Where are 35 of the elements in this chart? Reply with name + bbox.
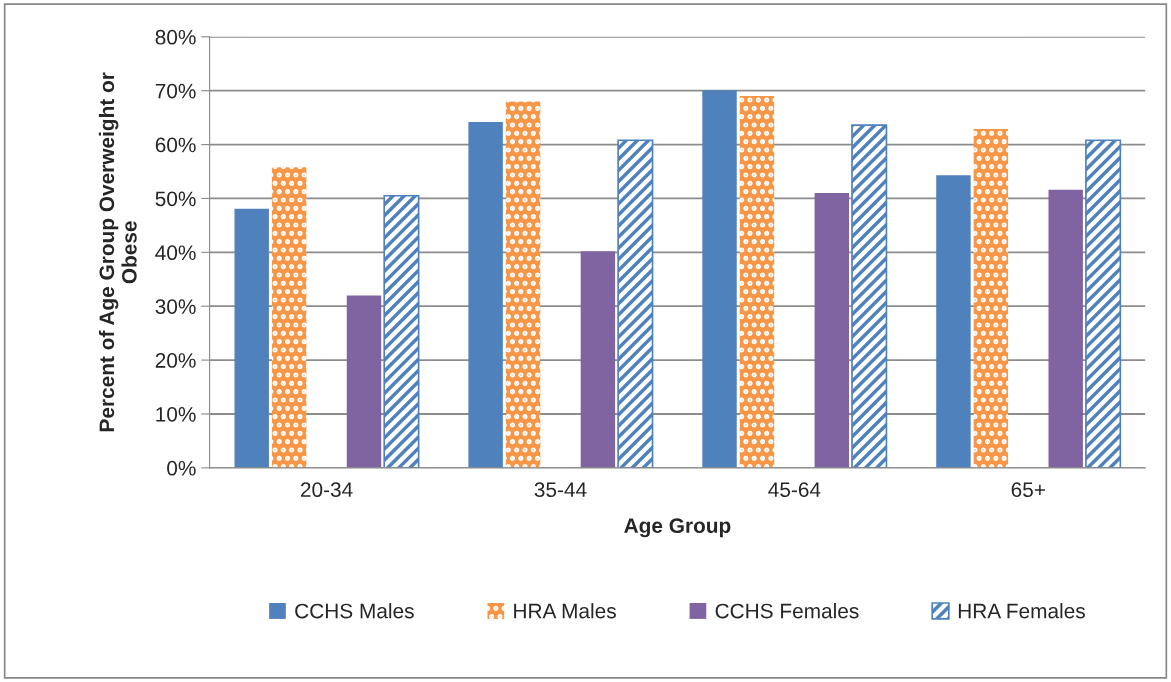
bar (973, 128, 1009, 468)
x-tick-label: 20-34 (300, 482, 353, 498)
y-tick-label: 20% (155, 353, 196, 368)
bar (1048, 189, 1083, 468)
bar (814, 193, 850, 468)
bar (1085, 139, 1122, 468)
y-tick-label: 80% (155, 29, 196, 45)
bar (739, 96, 775, 468)
legend-label: HRA Males (514, 603, 616, 619)
bar (383, 194, 420, 468)
bar (271, 167, 307, 468)
x-tick-label: 45-64 (768, 482, 821, 498)
bar (702, 90, 737, 468)
x-axis-title: Age Group (624, 518, 731, 538)
x-tick-label: 35-44 (534, 482, 587, 498)
legend-label: CCHS Males (295, 603, 414, 619)
y-tick-label: 30% (155, 299, 196, 314)
legend-label: CCHS Females (715, 603, 859, 619)
y-tick-label: 40% (155, 245, 196, 261)
y-tick-label: 0% (167, 460, 196, 476)
bar (346, 295, 382, 468)
bar (580, 251, 616, 468)
legend-label: HRA Females (958, 603, 1085, 619)
bar (468, 121, 503, 468)
y-tick-label: 50% (155, 191, 196, 207)
bar (851, 124, 888, 468)
bar (505, 101, 541, 468)
bar (936, 175, 971, 468)
y-tick-label: 70% (155, 83, 196, 99)
y-tick-label: 10% (156, 406, 196, 422)
y-tick-label: 60% (155, 137, 196, 153)
x-tick-label: 65+ (1011, 482, 1045, 498)
bar (234, 208, 269, 468)
y-axis-title: Percent of Age Group Overweight or Obese (98, 72, 137, 432)
bar (617, 139, 654, 468)
